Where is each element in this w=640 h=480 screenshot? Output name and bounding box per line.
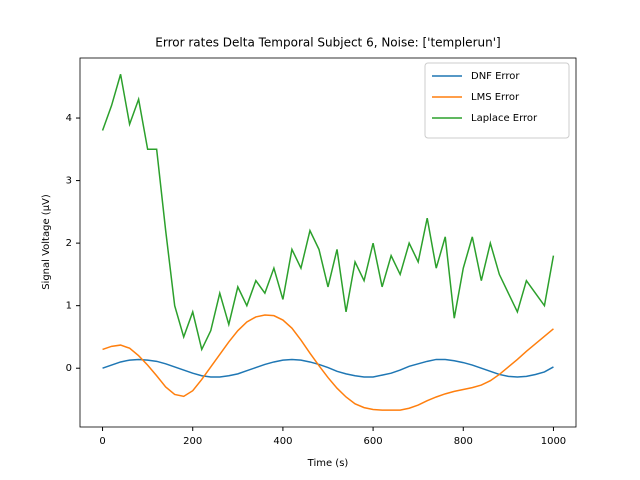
x-tick-label: 400 <box>273 436 292 447</box>
x-axis-label: Time (s) <box>307 458 349 469</box>
legend-label: DNF Error <box>471 71 520 82</box>
y-tick-label: 0 <box>66 363 72 374</box>
y-tick-label: 1 <box>66 301 72 312</box>
plot-frame <box>79 57 577 428</box>
series-line <box>102 314 554 411</box>
x-tick-label: 0 <box>99 436 105 447</box>
y-tick-label: 4 <box>66 113 72 124</box>
legend-label: Laplace Error <box>471 113 538 124</box>
y-axis-label: Signal Voltage (μV) <box>41 194 52 290</box>
x-tick-label: 800 <box>454 436 473 447</box>
chart-title: Error rates Delta Temporal Subject 6, No… <box>155 36 500 50</box>
legend-box <box>424 62 570 139</box>
series-line <box>102 358 554 378</box>
x-tick-label: 1000 <box>541 436 566 447</box>
y-tick-label: 2 <box>66 238 72 249</box>
series-line <box>101 74 555 352</box>
x-tick-label: 600 <box>364 436 383 447</box>
y-tick-label: 3 <box>66 176 72 187</box>
x-tick-label: 200 <box>183 436 202 447</box>
legend-label: LMS Error <box>471 92 520 103</box>
